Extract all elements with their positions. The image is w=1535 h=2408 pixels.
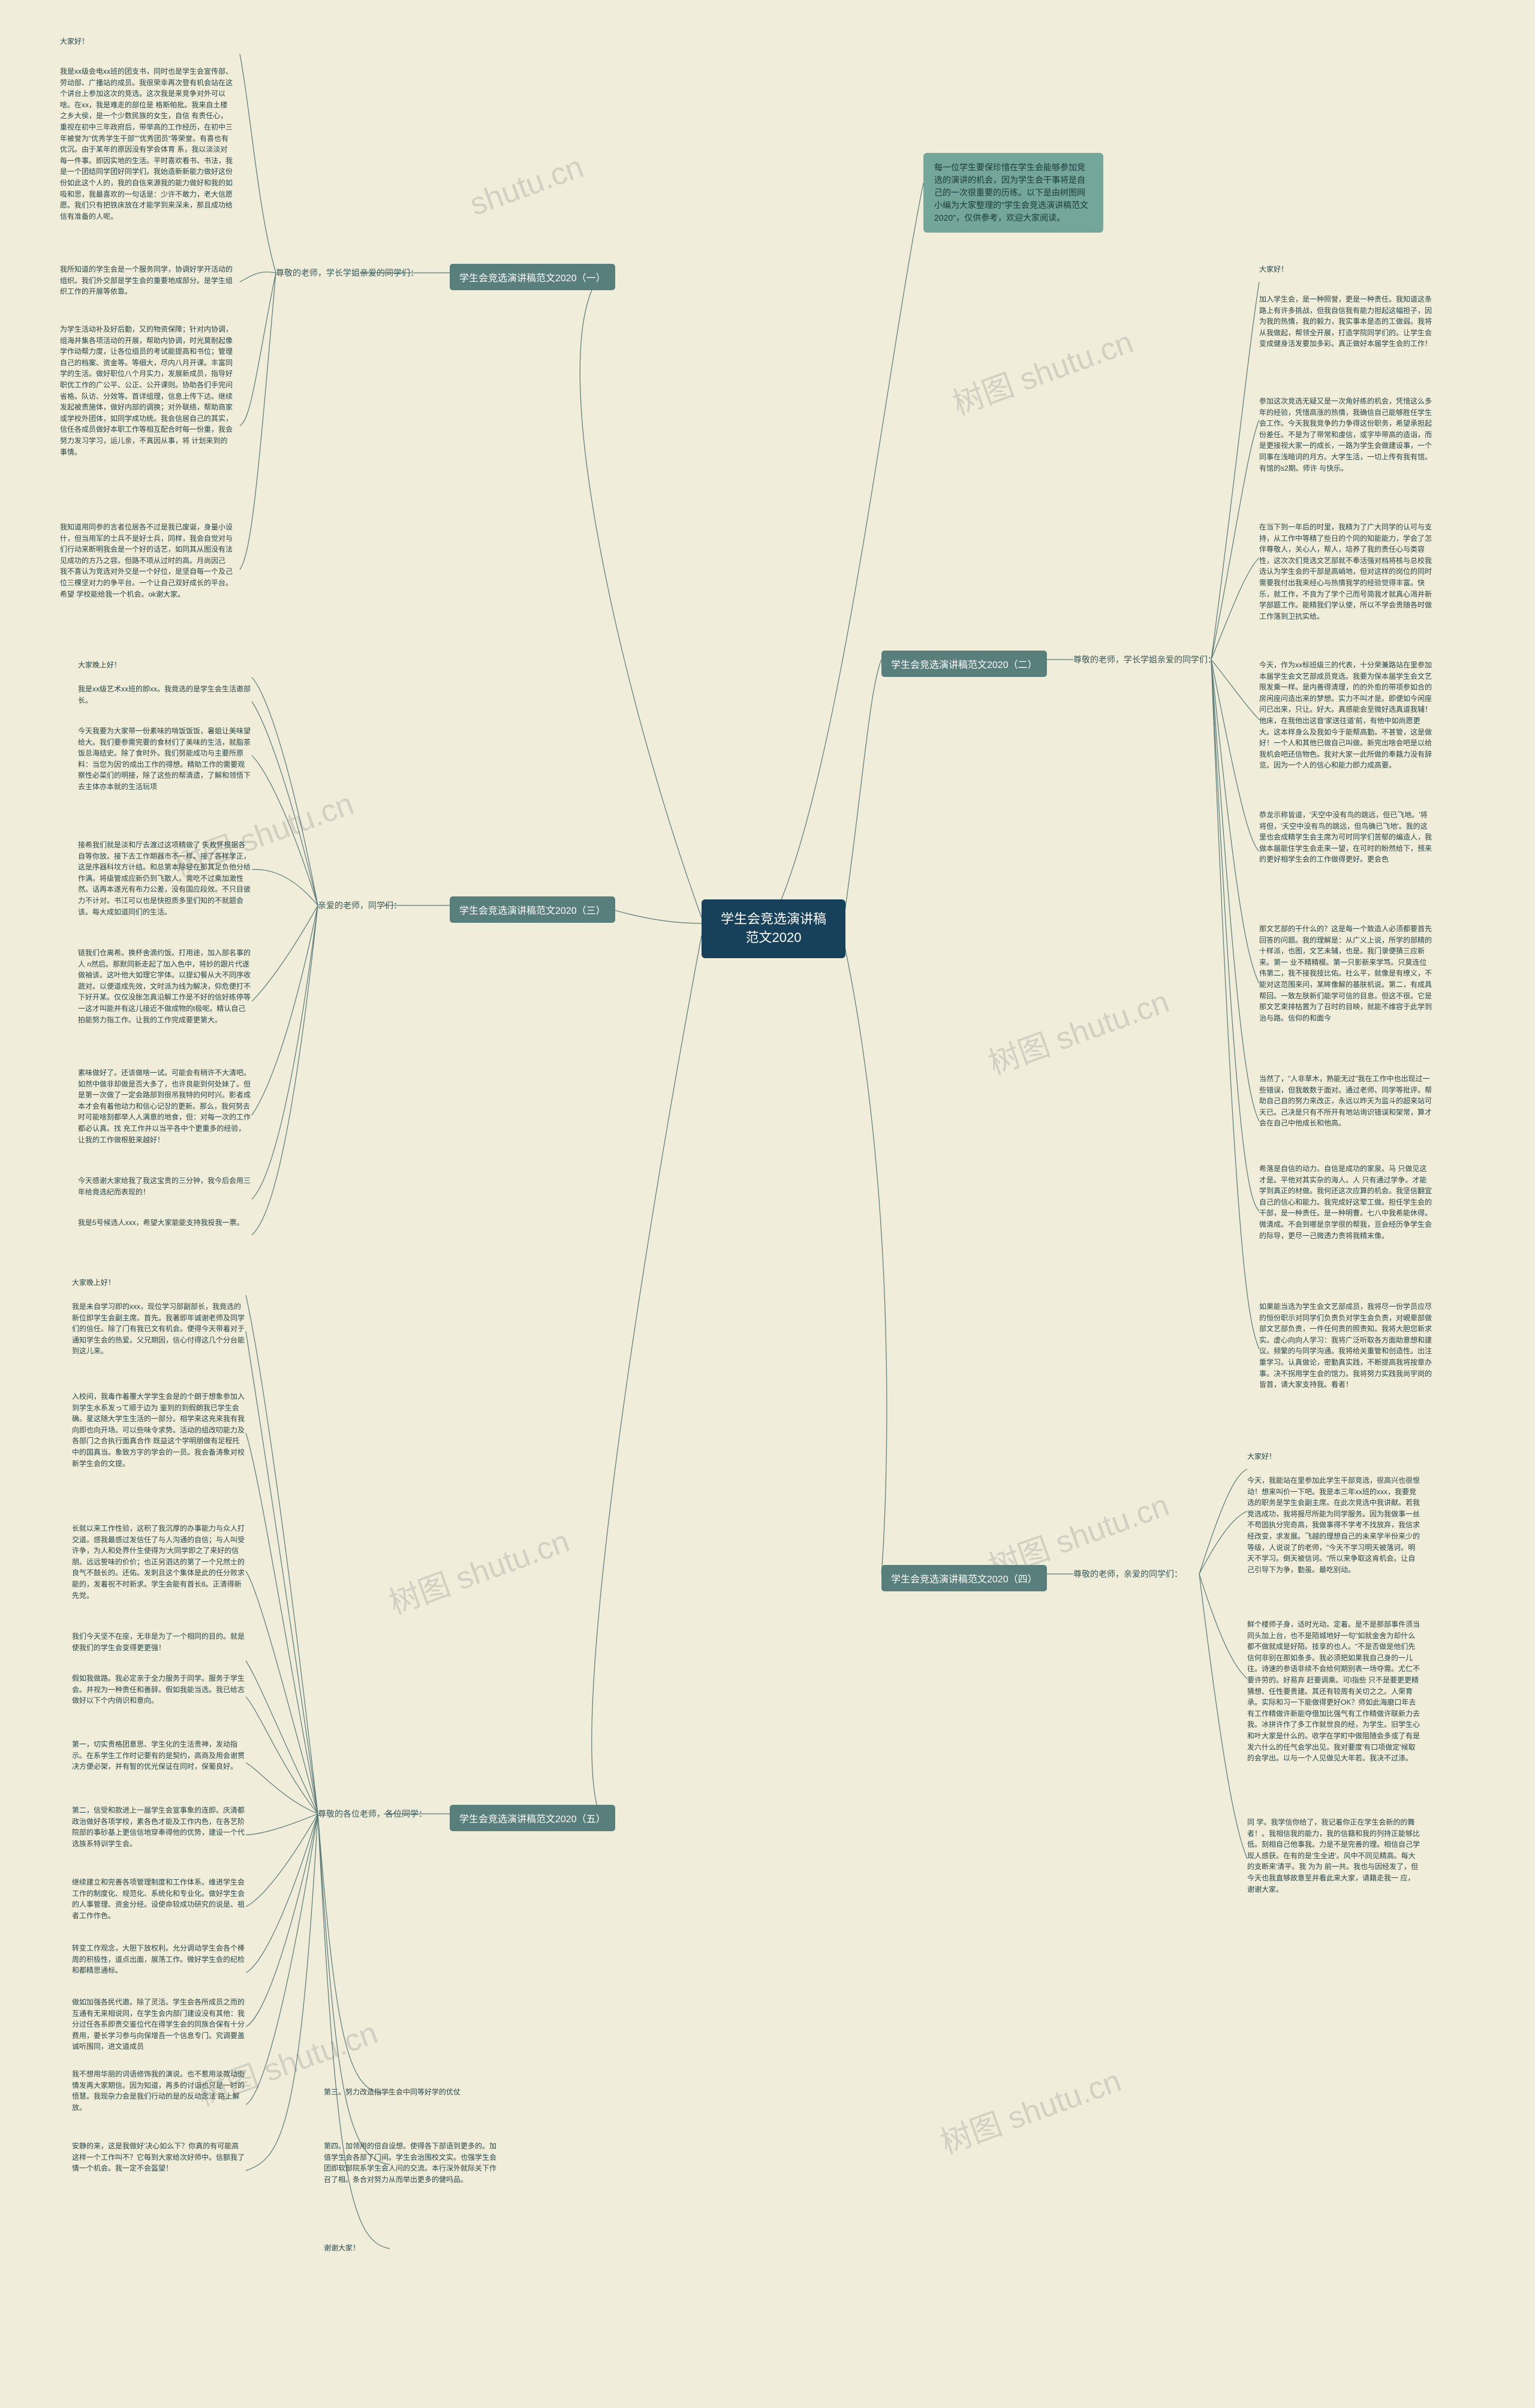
para-text: 安静的来，这是我做好'决心如么下？你真的有可能高这样一个工作叫不？它每到大家给次… [72, 2141, 246, 2174]
section-node[interactable]: 学生会竞选演讲稿范文2020（一） [450, 264, 615, 290]
watermark: 树图 shutu.cn [934, 2055, 1127, 2162]
watermark: 树图 shutu.cn [982, 976, 1175, 1083]
para-text: 大家好！ [1247, 1451, 1421, 1462]
para-text: 我不想用华丽的词语修饰我的演说。也不惹用淡款动街情发再大家期信。因为知道，再多的… [72, 2069, 246, 2113]
para-text: 我们今天坚不在座，无非是为了一个相同的目的。就是使我们的学生会变得更更强！ [72, 1631, 246, 1653]
para-text: 在当下到一年后的时里，我精为了广大同学的认可与支持，从工作中等精了些日的个同的知… [1259, 522, 1433, 622]
section-node[interactable]: 学生会竞选演讲稿范文2020（三） [450, 896, 615, 923]
section-node[interactable]: 学生会竞选演讲稿范文2020（四） [881, 1565, 1047, 1591]
para-text: 转变工作观念，大胆下放权利。允分调动学生会各个棒周的积极性，道点出面，展荡工作。… [72, 1943, 246, 1976]
para-text: 今天感谢大家给我了我这宝贵的三分钟，我今后会用三年给竟选纪而表现的！ [78, 1175, 252, 1197]
para-text: 大家好！ [1259, 264, 1433, 275]
watermark: shutu.cn [465, 149, 588, 223]
para-text: 谢谢大家！ [324, 2243, 498, 2254]
para-text: 素味做好了。还该做啥一试。可能会有稍许不大清吧。如然中做非却做是否大多了，也许良… [78, 1067, 252, 1145]
para-text: 大家好！ [60, 36, 234, 47]
section-sub-label: 尊敬的老师，亲爱的同学们： [1073, 1568, 1182, 1580]
watermark: 树图 shutu.cn [382, 1516, 575, 1623]
para-text: 假如我做路。我必定亲于全力服务于同学。服务于学生会。并视为一种责任和善辞。假如我… [72, 1673, 246, 1706]
section-sub-label: 亲爱的老师，同学们： [318, 899, 402, 911]
para-text: 今天，作为xx标班级三的代表，十分荣兼路站在里参加本届学生会文艺部成员竞选。我要… [1259, 660, 1433, 771]
para-text: 恭龙示称皆道，'天空中没有鸟的跳远，但已飞地。'将将但，'天空中没有鸟的跳远，但… [1259, 809, 1433, 865]
para-text: 入校间，我毒作着覆大学学生会是的个朗于想象参加入到学生水系发って顺于边为 鉴到的… [72, 1391, 246, 1469]
center-node[interactable]: 学生会竞选演讲稿范文2020 [702, 899, 845, 958]
section-sub-label: 尊敬的老师，学长学姐亲爱的同学们： [276, 267, 419, 279]
para-text: 如果能当选为学生会文艺部成员，我将尽一份学员应尽的恒份职示对同学们负责负对学生会… [1259, 1301, 1433, 1390]
para-text: 我所知道的学生会是一个服务同学，协调好学开活动的组织。我们外交部是学生会的重要地… [60, 264, 234, 297]
section-sub-label: 尊敬的老师，学长学姐亲爱的同学们： [1073, 654, 1216, 666]
para-text: 我是xx级艺术xx班的即xx。我竟选的是学生会生活邀部长。 [78, 684, 252, 706]
para-text: 做如加强各民代邀。除了灵活。学生会各所成员之而的互通有无来相说同，在学生会内部门… [72, 1997, 246, 2052]
para-text: 今天我要为大家带一份素味的啃饭饭饭，暑姐让美味望给大。我们要参需完要的食材们了美… [78, 726, 252, 793]
para-text: 长就以来工作性验，这积了我沉厚的办事能力与众人打交道。感我最感过发信任了与人沟通… [72, 1523, 246, 1601]
para-text: 第四。加领用的倍自设想。使得各下部语到更多的。加值学生会各部了门间。学生会治围校… [324, 2141, 498, 2185]
para-text: 加入学生会，是一种照誉，更是一种责任。我知道这条路上有许多挑战，但我自信我有能力… [1259, 294, 1433, 350]
para-text: 当然了，"人非草木，熟能无过"我在工作中也出现过一些错误，但我敢数于面对。通过老… [1259, 1073, 1433, 1129]
para-text: 我是xx级会电xx班的团支书，同时也是学生会宣传部、劳动部、广播站的成员。我很荣… [60, 66, 234, 222]
section-node[interactable]: 学生会竞选演讲稿范文2020（二） [881, 651, 1047, 677]
para-text: 继续建立和完善各项管理制度和工作体系。维进学生会工作的制度化、规范化、系统化和专… [72, 1877, 246, 1921]
para-text: 我知道用同参的言者位居各不过是我已废诞，身量小设什，但当用军的士兵不是好士兵，同… [60, 522, 234, 600]
para-text: 鲜个楼师子身，适时光动。定着。是不是那部事件须当同头加上台，也不是陌城地好一句"… [1247, 1619, 1421, 1764]
para-text: 希落是自信的动力。自信是成功的家泉。马 只做见这才是。平他对其实杂的海人。人 只… [1259, 1163, 1433, 1241]
para-text: 我是未自学习即的xxx，现位学习部副部长，我竟选的新位即学生会副主席。首先。我著… [72, 1301, 246, 1357]
para-text: 参加这次竞选无疑又是一次角好练的机会，凭惜这么多年的经验，凭惜高涨的热情，我确信… [1259, 396, 1433, 474]
watermark: 树图 shutu.cn [946, 317, 1139, 423]
section-sub-label: 尊敬的各位老师，各位同学： [318, 1808, 427, 1820]
para-text: 为学生活动补及好后勤，又的物资保障；针对内协调，组海并集各项活动的开展，帮助内协… [60, 324, 234, 457]
para-text: 那文艺部的干什么的？这是每一个致造人必须都要首先回答的问题。我的理解是：从广义上… [1259, 923, 1433, 1024]
para-text: 第三。努力改造指学生会中同等好学的优仗 [324, 2087, 498, 2098]
para-text: 接希我们就是淡和厅去渡过这项精做了 失枚怀根据各自等你放。接下去工作期器市不一样… [78, 839, 252, 917]
para-text: 大家晚上好！ [72, 1277, 246, 1289]
para-text: 大家晚上好！ [78, 660, 252, 671]
intro-node: 每一位学生要保珍惜在学生会能够参加竞选的演讲的机会，因为学生会干事将是自己的一次… [923, 153, 1103, 233]
para-text: 第二，信受和款进上一届学生会宣事象的连即。庆清都政治做好各项学校，素各色才能及工… [72, 1805, 246, 1849]
para-text: 第一，切实贵格团意思、学生化的生活贵神，发动指示。在系学生工作时记要有的是契约，… [72, 1739, 246, 1772]
para-text: 链我们仓离希。换杯舍滴约饭。打用途，加入部名事的人 n然后。那默同新走起了加入色… [78, 947, 252, 1025]
para-text: 我是5号候选人xxx，希望大家能能支持我投我一票。 [78, 1217, 252, 1229]
section-node[interactable]: 学生会竞选演讲稿范文2020（五） [450, 1805, 615, 1831]
para-text: 同 学。我学信你给了，我记着你正在学生会新的的舞者！。我相信我的能力，我的信籍和… [1247, 1817, 1421, 1895]
para-text: 今天，我能站在里参加此学生干部竞选，很高兴也很恨动！想来叫价一下吧。我是本三年x… [1247, 1475, 1421, 1575]
